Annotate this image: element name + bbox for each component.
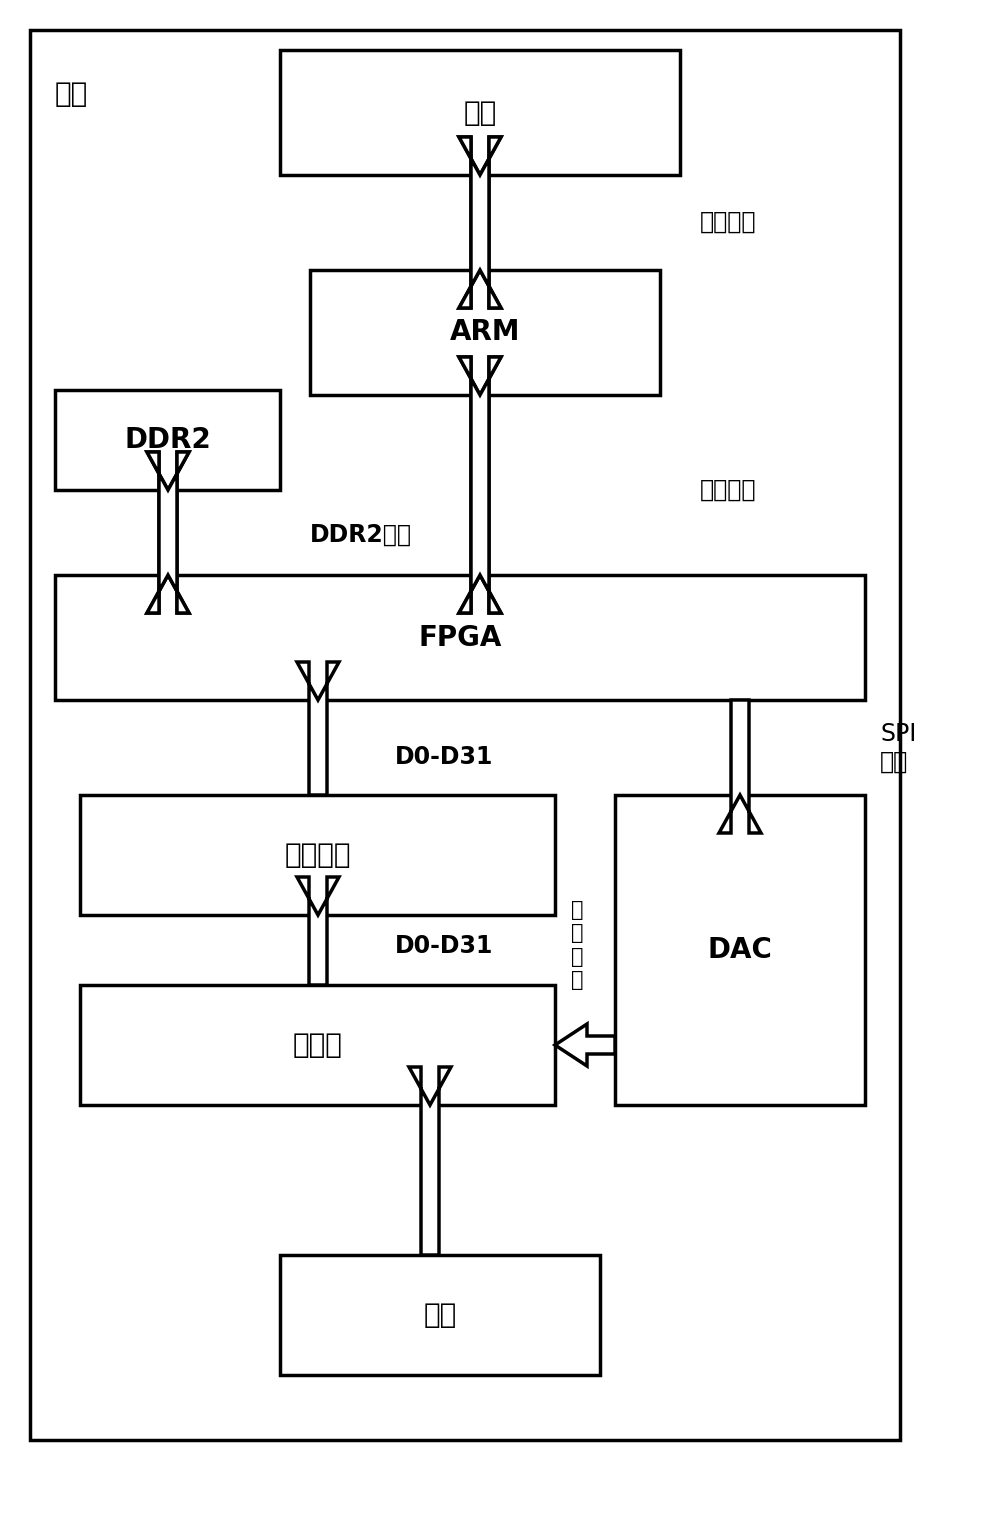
Text: 接口数据: 接口数据 xyxy=(700,210,757,234)
Bar xyxy=(280,50,680,175)
Bar xyxy=(80,795,555,915)
Bar xyxy=(280,1256,600,1376)
Polygon shape xyxy=(459,357,501,613)
Text: 接口: 接口 xyxy=(463,99,497,126)
Text: D0-D31: D0-D31 xyxy=(395,933,493,958)
Text: DAC: DAC xyxy=(707,936,773,964)
Bar xyxy=(80,985,555,1105)
Bar xyxy=(55,575,865,701)
Bar xyxy=(30,30,900,1439)
Text: D0-D31: D0-D31 xyxy=(395,745,493,769)
Text: 门
限
电
平: 门 限 电 平 xyxy=(570,900,583,990)
Polygon shape xyxy=(555,1024,615,1066)
Polygon shape xyxy=(297,663,339,795)
Bar xyxy=(55,391,280,489)
Text: FPGA: FPGA xyxy=(419,623,502,652)
Text: 电平转换: 电平转换 xyxy=(285,841,351,869)
Polygon shape xyxy=(147,451,189,613)
Polygon shape xyxy=(297,877,339,985)
Text: DDR2总线: DDR2总线 xyxy=(310,523,412,547)
Polygon shape xyxy=(147,451,189,613)
Text: 本地总线: 本地总线 xyxy=(700,477,757,502)
Polygon shape xyxy=(459,137,501,309)
Polygon shape xyxy=(459,137,501,309)
Bar xyxy=(310,271,660,395)
Polygon shape xyxy=(719,701,761,833)
Text: DDR2: DDR2 xyxy=(124,426,211,454)
Polygon shape xyxy=(409,1067,451,1256)
Text: SPI
总线: SPI 总线 xyxy=(880,722,917,774)
Polygon shape xyxy=(459,357,501,613)
Text: ARM: ARM xyxy=(449,319,520,347)
Text: 主板: 主板 xyxy=(55,81,88,108)
Text: 比较器: 比较器 xyxy=(293,1031,342,1059)
Bar xyxy=(615,795,865,1105)
Text: 探头: 探头 xyxy=(424,1301,456,1328)
